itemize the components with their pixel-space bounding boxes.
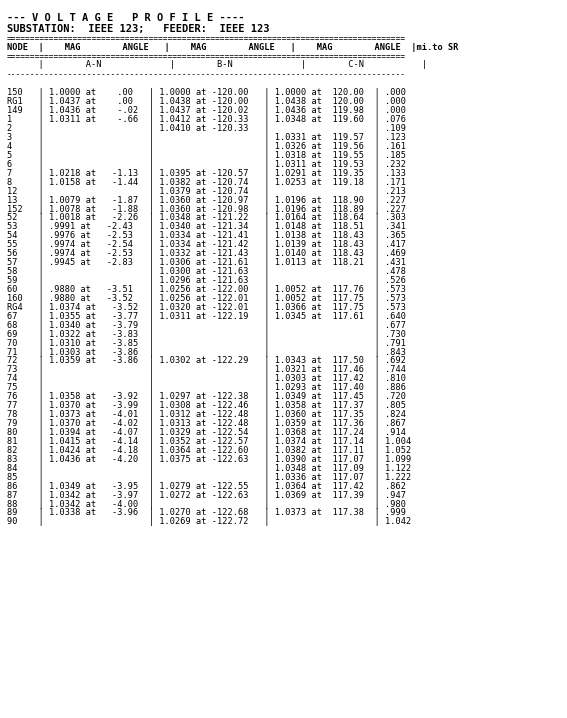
Text: 73    |                    |                     | 1.0321 at  117.46  | .744: 73 | | | 1.0321 at 117.46 | .744: [7, 365, 406, 374]
Text: 72    | 1.0359 at   -3.86  | 1.0302 at -122.29   | 1.0343 at  117.50  | .692: 72 | 1.0359 at -3.86 | 1.0302 at -122.29…: [7, 356, 406, 365]
Text: 82    | 1.0424 at   -4.18  | 1.0364 at -122.60   | 1.0382 at  117.11  | 1.052: 82 | 1.0424 at -4.18 | 1.0364 at -122.60…: [7, 446, 411, 455]
Text: 5     |                    |                     | 1.0318 at  119.55  | .185: 5 | | | 1.0318 at 119.55 | .185: [7, 151, 406, 160]
Text: 149   | 1.0436 at    -.02  | 1.0437 at -120.02   | 1.0436 at  119.98  | .000: 149 | 1.0436 at -.02 | 1.0437 at -120.02…: [7, 106, 406, 115]
Text: 58    |                    | 1.0300 at -121.63   |                    | .478: 58 | | 1.0300 at -121.63 | | .478: [7, 267, 406, 276]
Text: 52    | 1.0018 at   -2.26  | 1.0348 at -121.22   | 1.0164 at  118.64  | .303: 52 | 1.0018 at -2.26 | 1.0348 at -121.22…: [7, 213, 406, 223]
Text: 68    | 1.0340 at   -3.79  |                     |                    | .677: 68 | 1.0340 at -3.79 | | | .677: [7, 321, 406, 330]
Text: |        A-N             |        B-N             |        C-N           |: | A-N | B-N | C-N |: [7, 60, 427, 70]
Text: 75    |                    |                     | 1.0293 at  117.40  | .886: 75 | | | 1.0293 at 117.40 | .886: [7, 383, 406, 392]
Text: 60    | .9880 at   -3.51   | 1.0256 at -122.00   | 1.0052 at  117.76  | .573: 60 | .9880 at -3.51 | 1.0256 at -122.00 …: [7, 285, 406, 294]
Text: 71    | 1.0303 at   -3.86  |                     |                    | .843: 71 | 1.0303 at -3.86 | | | .843: [7, 348, 406, 357]
Text: 80    | 1.0394 at   -4.07  | 1.0329 at -122.54   | 1.0368 at  117.24  | .914: 80 | 1.0394 at -4.07 | 1.0329 at -122.54…: [7, 428, 406, 437]
Text: 13    | 1.0079 at   -1.87  | 1.0360 at -120.97   | 1.0196 at  118.90  | .227: 13 | 1.0079 at -1.87 | 1.0360 at -120.97…: [7, 195, 406, 205]
Text: 69    | 1.0322 at   -3.83  |                     |                    | .730: 69 | 1.0322 at -3.83 | | | .730: [7, 330, 406, 339]
Text: 67    | 1.0355 at   -3.77  | 1.0311 at -122.19   | 1.0345 at  117.61  | .640: 67 | 1.0355 at -3.77 | 1.0311 at -122.19…: [7, 312, 406, 321]
Text: 2     |                    | 1.0410 at -120.33   |                    | .109: 2 | | 1.0410 at -120.33 | | .109: [7, 124, 406, 133]
Text: --- V O L T A G E   P R O F I L E ----: --- V O L T A G E P R O F I L E ----: [7, 13, 244, 23]
Text: 77    | 1.0370 at   -3.99  | 1.0308 at -122.46   | 1.0358 at  117.37  | .805: 77 | 1.0370 at -3.99 | 1.0308 at -122.46…: [7, 401, 406, 410]
Text: 76    | 1.0358 at   -3.92  | 1.0297 at -122.38   | 1.0349 at  117.45  | .720: 76 | 1.0358 at -3.92 | 1.0297 at -122.38…: [7, 392, 406, 401]
Text: 78    | 1.0373 at   -4.01  | 1.0312 at -122.48   | 1.0360 at  117.35  | .824: 78 | 1.0373 at -4.01 | 1.0312 at -122.48…: [7, 410, 406, 419]
Text: 6     |                    |                     | 1.0311 at  119.53  | .232: 6 | | | 1.0311 at 119.53 | .232: [7, 160, 406, 169]
Text: 70    | 1.0310 at   -3.85  |                     |                    | .791: 70 | 1.0310 at -3.85 | | | .791: [7, 339, 406, 348]
Text: 8     | 1.0158 at   -1.44  | 1.0382 at -120.74   | 1.0253 at  119.18  | .171: 8 | 1.0158 at -1.44 | 1.0382 at -120.74 …: [7, 178, 406, 187]
Text: 57    | .9945 at   -2.83   | 1.0306 at -121.61   | 1.0113 at  118.21  | .431: 57 | .9945 at -2.83 | 1.0306 at -121.61 …: [7, 258, 406, 267]
Text: 150   | 1.0000 at    .00   | 1.0000 at -120.00   | 1.0000 at  120.00  | .000: 150 | 1.0000 at .00 | 1.0000 at -120.00 …: [7, 88, 406, 98]
Text: RG1   | 1.0437 at    .00   | 1.0438 at -120.00   | 1.0438 at  120.00  | .000: RG1 | 1.0437 at .00 | 1.0438 at -120.00 …: [7, 97, 406, 106]
Text: RG4   | 1.0374 at   -3.52  | 1.0320 at -122.01   | 1.0366 at  117.75  | .573: RG4 | 1.0374 at -3.52 | 1.0320 at -122.0…: [7, 303, 406, 312]
Text: --------------------------------------------------------------------------------: ----------------------------------------…: [7, 70, 406, 79]
Text: 83    | 1.0436 at   -4.20  | 1.0375 at -122.63   | 1.0390 at  117.07  | 1.099: 83 | 1.0436 at -4.20 | 1.0375 at -122.63…: [7, 454, 411, 464]
Text: 1     | 1.0311 at    -.66  | 1.0412 at -120.33   | 1.0348 at  119.60  | .076: 1 | 1.0311 at -.66 | 1.0412 at -120.33 |…: [7, 115, 406, 124]
Text: 3     |                    |                     | 1.0331 at  119.57  | .123: 3 | | | 1.0331 at 119.57 | .123: [7, 133, 406, 142]
Text: 79    | 1.0370 at   -4.02  | 1.0313 at -122.48   | 1.0359 at  117.36  | .867: 79 | 1.0370 at -4.02 | 1.0313 at -122.48…: [7, 419, 406, 428]
Text: 53    | .9991 at   -2.43   | 1.0340 at -121.34   | 1.0148 at  118.51  | .341: 53 | .9991 at -2.43 | 1.0340 at -121.34 …: [7, 223, 406, 231]
Text: 56    | .9974 at   -2.53   | 1.0332 at -121.43   | 1.0140 at  118.43  | .469: 56 | .9974 at -2.53 | 1.0332 at -121.43 …: [7, 249, 406, 258]
Text: 160   | .9880 at   -3.52   | 1.0256 at -122.01   | 1.0052 at  117.75  | .573: 160 | .9880 at -3.52 | 1.0256 at -122.01…: [7, 294, 406, 303]
Text: 12    |                    | 1.0379 at -120.74   |                    | .213: 12 | | 1.0379 at -120.74 | | .213: [7, 187, 406, 195]
Text: 89    | 1.0338 at   -3.96  | 1.0270 at -122.68   | 1.0373 at  117.38  | .999: 89 | 1.0338 at -3.96 | 1.0270 at -122.68…: [7, 508, 406, 518]
Text: 86    | 1.0349 at   -3.95  | 1.0279 at -122.55   | 1.0364 at  117.42  | .862: 86 | 1.0349 at -3.95 | 1.0279 at -122.55…: [7, 482, 406, 490]
Text: 84    |                    |                     | 1.0348 at  117.09  | 1.122: 84 | | | 1.0348 at 117.09 | 1.122: [7, 464, 411, 472]
Text: 85    |                    |                     | 1.0336 at  117.07  | 1.222: 85 | | | 1.0336 at 117.07 | 1.222: [7, 472, 411, 482]
Text: 54    | .9976 at   -2.53   | 1.0334 at -121.41   | 1.0138 at  118.43  | .365: 54 | .9976 at -2.53 | 1.0334 at -121.41 …: [7, 231, 406, 241]
Text: NODE  |    MAG        ANGLE   |    MAG        ANGLE   |    MAG        ANGLE  |mi: NODE | MAG ANGLE | MAG ANGLE | MAG ANGLE…: [7, 43, 458, 52]
Text: 88    | 1.0342 at   -4.00  |                     |                    | .980: 88 | 1.0342 at -4.00 | | | .980: [7, 500, 406, 508]
Text: 4     |                    |                     | 1.0326 at  119.56  | .161: 4 | | | 1.0326 at 119.56 | .161: [7, 142, 406, 151]
Text: ================================================================================: ========================================…: [7, 52, 406, 62]
Text: SUBSTATION:  IEEE 123;   FEEDER:  IEEE 123: SUBSTATION: IEEE 123; FEEDER: IEEE 123: [7, 24, 269, 34]
Text: 87    | 1.0342 at   -3.97  | 1.0272 at -122.63   | 1.0369 at  117.39  | .947: 87 | 1.0342 at -3.97 | 1.0272 at -122.63…: [7, 490, 406, 500]
Text: 59    |                    | 1.0296 at -121.63   |                    | .526: 59 | | 1.0296 at -121.63 | | .526: [7, 276, 406, 285]
Text: 7     | 1.0218 at   -1.13  | 1.0395 at -120.57   | 1.0291 at  119.35  | .133: 7 | 1.0218 at -1.13 | 1.0395 at -120.57 …: [7, 169, 406, 178]
Text: 74    |                    |                     | 1.0303 at  117.42  | .810: 74 | | | 1.0303 at 117.42 | .810: [7, 374, 406, 383]
Text: 81    | 1.0415 at   -4.14  | 1.0352 at -122.57   | 1.0374 at  117.14  | 1.004: 81 | 1.0415 at -4.14 | 1.0352 at -122.57…: [7, 437, 411, 446]
Text: 152   | 1.0078 at   -1.88  | 1.0360 at -120.98   | 1.0196 at  118.89  | .227: 152 | 1.0078 at -1.88 | 1.0360 at -120.9…: [7, 205, 406, 213]
Text: ================================================================================: ========================================…: [7, 34, 406, 44]
Text: 55    | .9974 at   -2.54   | 1.0334 at -121.42   | 1.0139 at  118.43  | .417: 55 | .9974 at -2.54 | 1.0334 at -121.42 …: [7, 241, 406, 249]
Text: 90    |                    | 1.0269 at -122.72   |                    | 1.042: 90 | | 1.0269 at -122.72 | | 1.042: [7, 518, 411, 526]
